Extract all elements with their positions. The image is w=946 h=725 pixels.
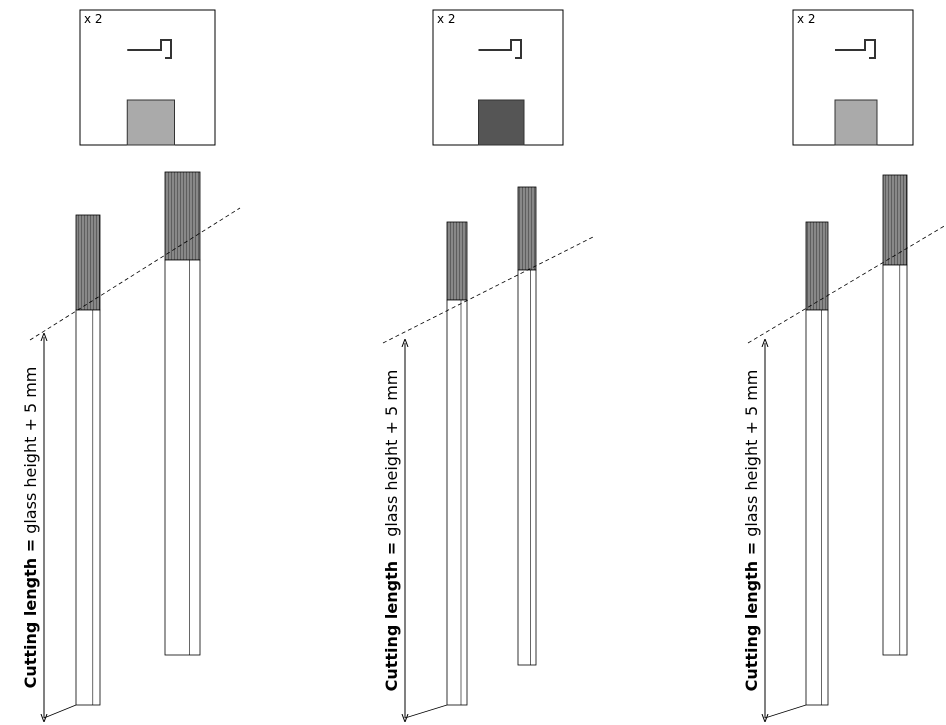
label-bold: Cutting length = [382,542,401,692]
profile [446,299,468,706]
profile [164,259,201,656]
panel: x 2 Cutting length = glass height + 5 mm [382,9,596,719]
inset-profile [127,39,172,59]
label-rest: glass height + 5 mm [742,370,761,542]
cutting-length-label: Cutting length = glass height + 5 mm [742,370,761,692]
dimension-lead [43,704,77,719]
profile-top [882,174,908,266]
inset-profile [478,39,522,59]
inset-extrusion [834,99,878,146]
label-rest: glass height + 5 mm [21,367,40,539]
label-rest: glass height + 5 mm [382,370,401,542]
dimension-lead [404,704,448,719]
profile-top [164,171,201,261]
profile [517,269,537,666]
profile [75,309,101,706]
inset-extrusion [478,99,525,146]
cut-line [29,207,241,341]
cut-line [382,235,596,344]
panel: x 2 Cutting length = glass height + 5 mm [742,9,946,719]
cutting-length-label: Cutting length = glass height + 5 mm [382,370,401,692]
cut-line [747,224,946,344]
quantity: x 2 [84,12,103,26]
profile [882,264,908,656]
quantity: x 2 [437,12,456,26]
cutting-length-label: Cutting length = glass height + 5 mm [21,367,40,689]
quantity: x 2 [797,12,816,26]
profile [805,309,829,706]
profile-top [517,186,537,271]
inset-extrusion [126,99,175,146]
panel: x 2 Cutting length = glass height + 5 mm [21,9,241,719]
label-bold: Cutting length = [21,539,40,689]
label-bold: Cutting length = [742,542,761,692]
profile-top [805,221,829,311]
profile-top [75,214,101,311]
inset-profile [835,39,876,59]
profile-top [446,221,468,301]
dimension-lead [764,704,807,719]
